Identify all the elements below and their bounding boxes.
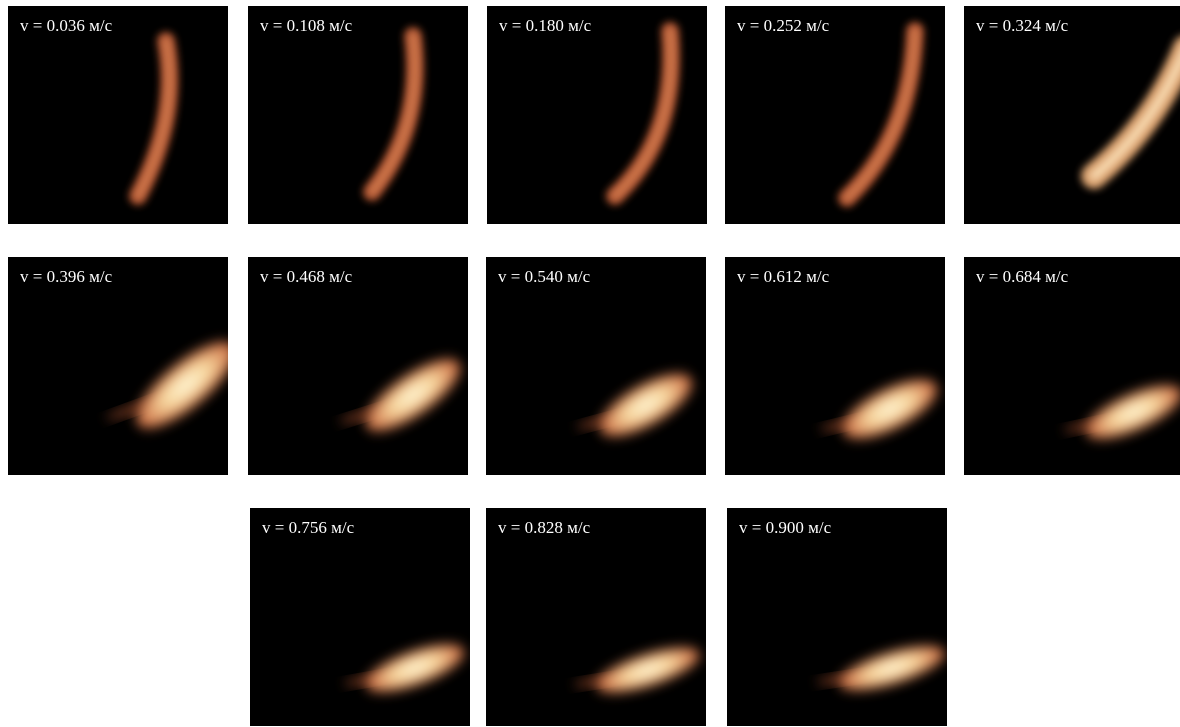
velocity-label: v = 0.756 м/с (262, 518, 355, 537)
flame (136, 341, 228, 429)
flame-image (343, 644, 465, 692)
velocity-label: v = 0.108 м/с (260, 16, 353, 35)
flame-panel: v = 0.828 м/с (486, 508, 706, 726)
flame-image (129, 32, 179, 205)
flame (838, 22, 924, 207)
flame-core (369, 33, 418, 195)
flame-panel: v = 0.684 м/с (964, 257, 1180, 475)
flame-panel: v = 0.180 м/с (487, 6, 707, 224)
flame-image (339, 358, 461, 432)
velocity-label: v = 0.180 м/с (499, 16, 592, 35)
flame-panel: v = 0.036 м/с (8, 6, 228, 224)
flame (599, 373, 693, 437)
flame-panel: v = 0.540 м/с (486, 257, 706, 475)
flame-image (816, 645, 945, 691)
flame-panel: v = 0.612 м/с (725, 257, 945, 475)
flame-image (1063, 385, 1180, 439)
flame (365, 358, 461, 432)
flame-image (363, 27, 424, 201)
flame-image (838, 22, 924, 207)
flame-image (576, 373, 693, 437)
flame (1081, 36, 1180, 189)
velocity-label: v = 0.468 м/с (260, 267, 353, 286)
flame (1085, 385, 1180, 439)
velocity-label: v = 0.324 м/с (976, 16, 1069, 35)
flame-panel: v = 0.396 м/с (8, 257, 228, 475)
flame (842, 379, 938, 439)
flame-panel: v = 0.252 м/с (725, 6, 945, 224)
flame-core (135, 38, 173, 199)
flame-core (1089, 50, 1180, 181)
flame-image (606, 22, 681, 205)
flame-panel: v = 0.468 м/с (248, 257, 468, 475)
flame-image (573, 647, 700, 693)
flame-panel: v = 0.756 м/с (250, 508, 470, 726)
velocity-label: v = 0.828 м/с (498, 518, 591, 537)
flame-image (1081, 36, 1180, 189)
flame-panel: v = 0.108 м/с (248, 6, 468, 224)
velocity-label: v = 0.900 м/с (739, 518, 832, 537)
flame-panel: v = 0.324 м/с (964, 6, 1180, 224)
velocity-label: v = 0.252 м/с (737, 16, 830, 35)
flame (839, 645, 945, 691)
flame-core (844, 28, 918, 201)
velocity-label: v = 0.612 м/с (737, 267, 830, 286)
flame (596, 647, 700, 693)
velocity-label: v = 0.540 м/с (498, 267, 591, 286)
flame (365, 644, 465, 692)
velocity-label: v = 0.684 м/с (976, 267, 1069, 286)
flame-image (105, 341, 228, 429)
velocity-label: v = 0.036 м/с (20, 16, 113, 35)
flame-core (612, 28, 675, 199)
flame-image (820, 379, 938, 439)
velocity-label: v = 0.396 м/с (20, 267, 113, 286)
flame-panel: v = 0.900 м/с (727, 508, 947, 726)
